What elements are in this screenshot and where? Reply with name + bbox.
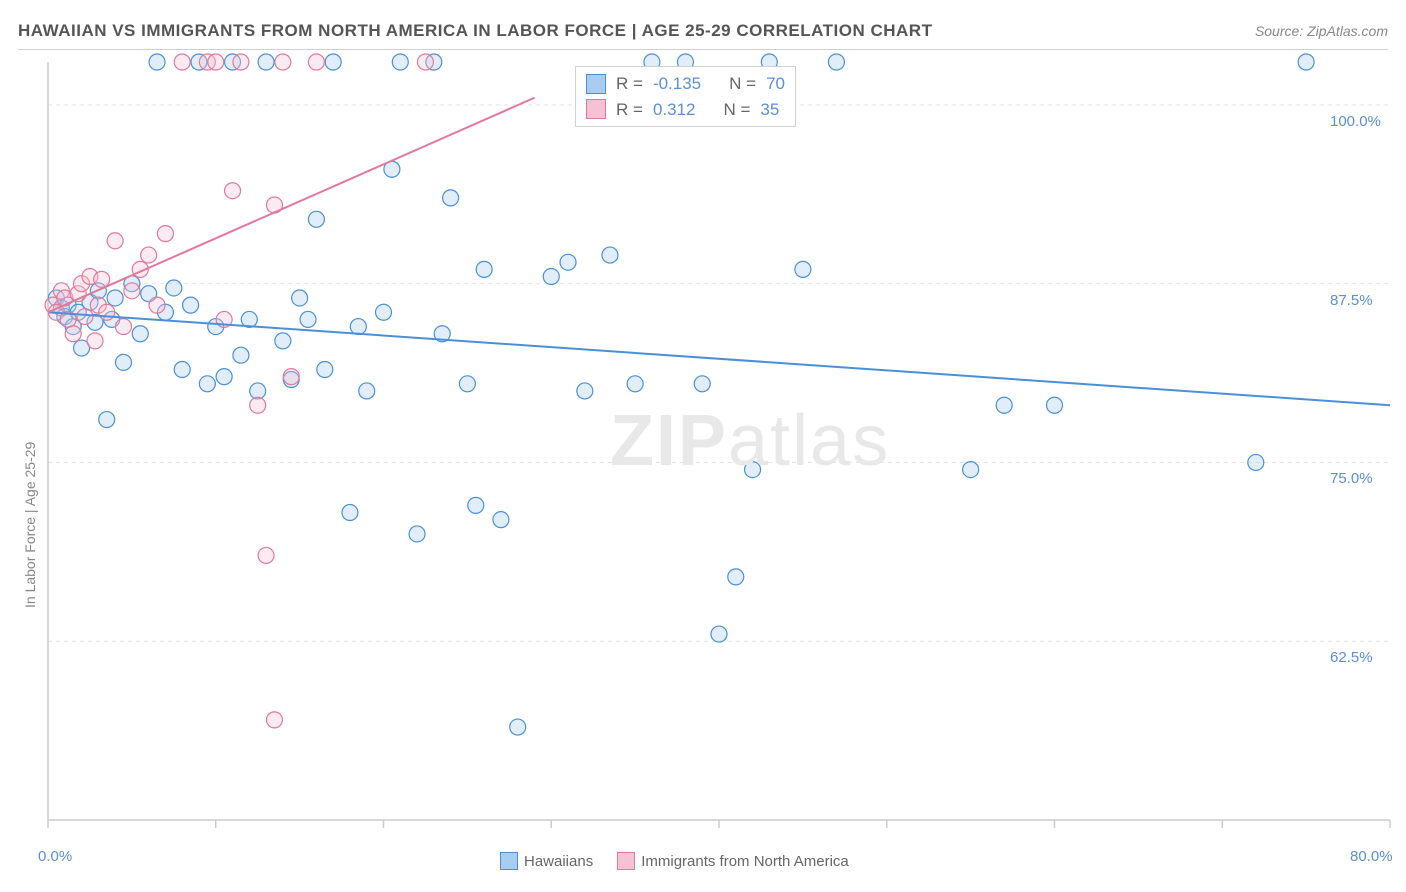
series-swatch bbox=[586, 74, 606, 94]
n-value: 70 bbox=[766, 71, 785, 97]
correlation-stats-box: R = -0.135 N = 70 R = 0.312 N = 35 bbox=[575, 66, 796, 127]
scatter-plot bbox=[0, 0, 1406, 892]
legend: Hawaiians Immigrants from North America bbox=[500, 852, 849, 870]
r-value: 0.312 bbox=[653, 97, 696, 123]
n-label: N = bbox=[729, 71, 756, 97]
r-label: R = bbox=[616, 97, 643, 123]
y-tick-label: 75.0% bbox=[1330, 470, 1373, 487]
series-swatch bbox=[586, 99, 606, 119]
r-value: -0.135 bbox=[653, 71, 701, 97]
stats-row: R = -0.135 N = 70 bbox=[586, 71, 785, 97]
legend-item: Immigrants from North America bbox=[617, 852, 849, 870]
legend-label: Immigrants from North America bbox=[641, 853, 849, 870]
n-value: 35 bbox=[760, 97, 779, 123]
legend-swatch bbox=[617, 852, 635, 870]
stats-row: R = 0.312 N = 35 bbox=[586, 97, 785, 123]
r-label: R = bbox=[616, 71, 643, 97]
chart-container: HAWAIIAN VS IMMIGRANTS FROM NORTH AMERIC… bbox=[0, 0, 1406, 892]
x-tick-label: 80.0% bbox=[1350, 848, 1393, 865]
y-tick-label: 100.0% bbox=[1330, 113, 1381, 130]
legend-item: Hawaiians bbox=[500, 852, 593, 870]
y-axis-label: In Labor Force | Age 25-29 bbox=[22, 441, 38, 607]
n-label: N = bbox=[723, 97, 750, 123]
y-tick-label: 62.5% bbox=[1330, 649, 1373, 666]
legend-swatch bbox=[500, 852, 518, 870]
y-tick-label: 87.5% bbox=[1330, 292, 1373, 309]
x-tick-label: 0.0% bbox=[38, 848, 72, 865]
legend-label: Hawaiians bbox=[524, 853, 593, 870]
